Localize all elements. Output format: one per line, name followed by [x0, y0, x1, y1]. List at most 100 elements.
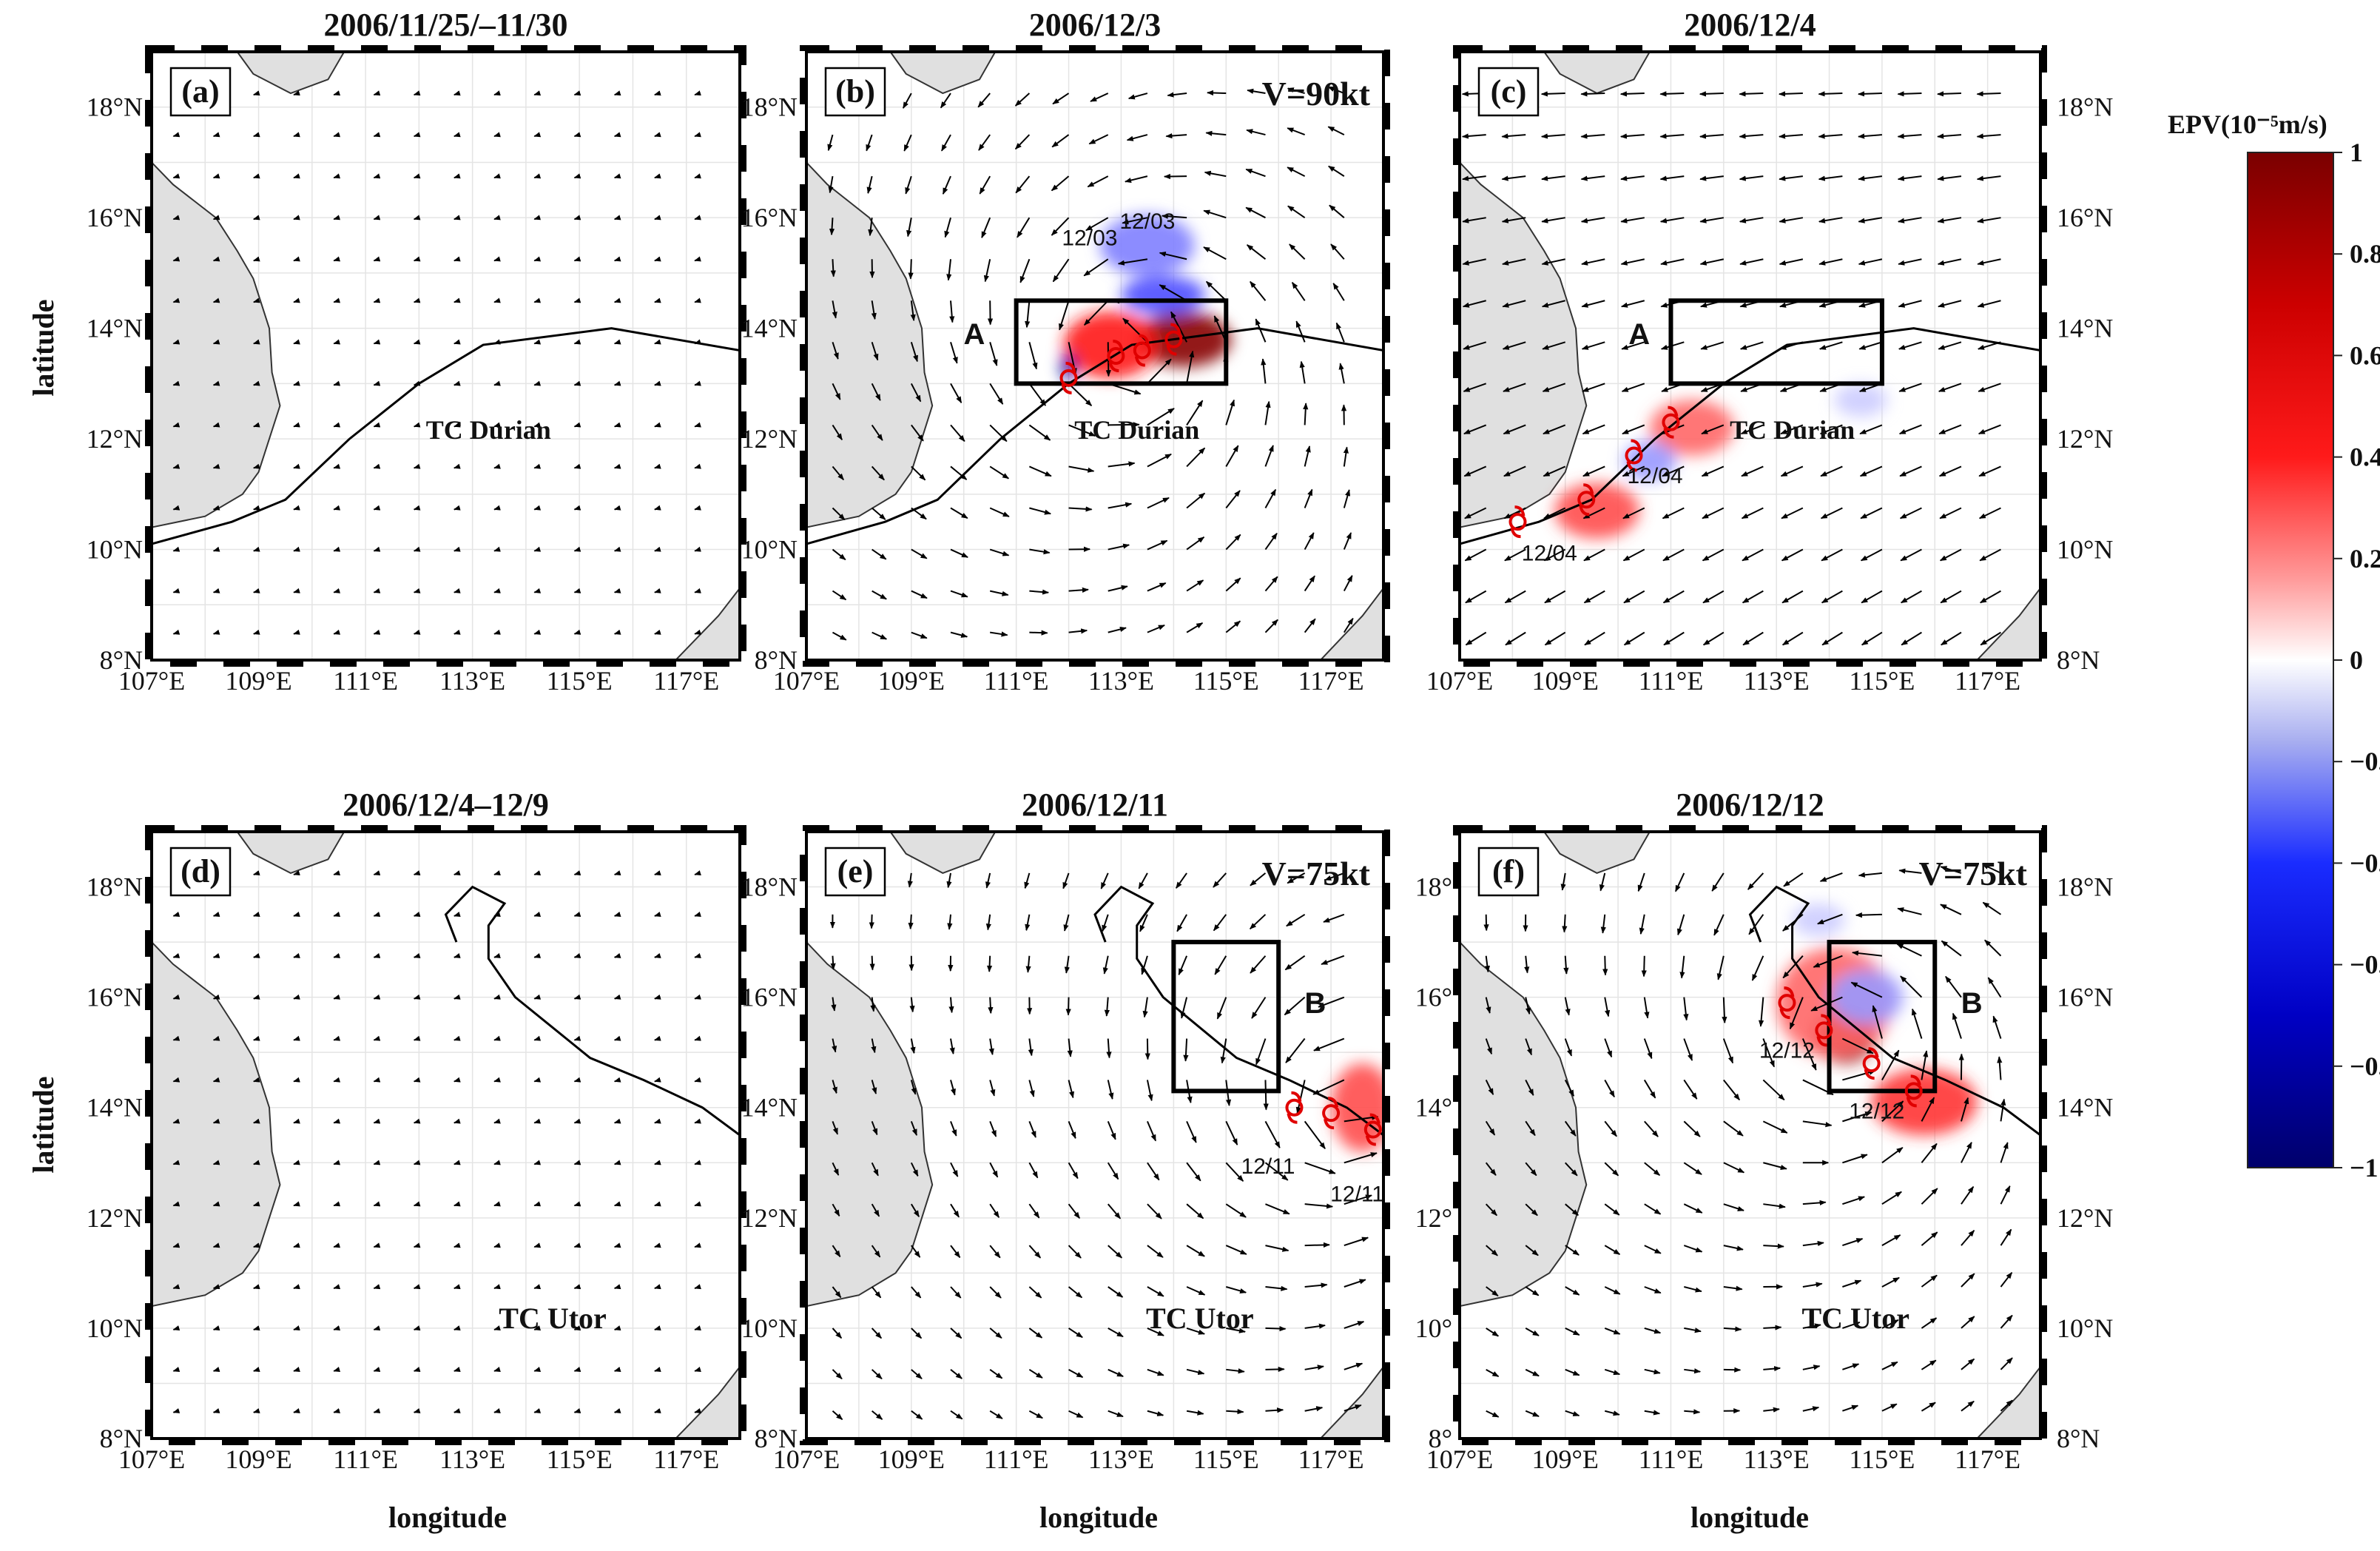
wind-vector: [333, 1325, 341, 1331]
wind-vector: [1261, 358, 1267, 384]
tc-name-label: TC Durian: [426, 415, 551, 445]
wind-vector: [373, 297, 381, 303]
wind-vector: [1821, 548, 1843, 562]
wind-vector: [1643, 1038, 1653, 1060]
wind-vector: [533, 380, 542, 386]
wind-vector: [871, 1286, 882, 1299]
wind-vector: [1701, 424, 1725, 435]
wind-vector: [454, 90, 461, 96]
wind-vector: [831, 997, 837, 1012]
wind-vector: [2000, 1185, 2011, 1205]
wind-vector: [373, 912, 381, 917]
wind-vector: [413, 1284, 421, 1290]
wind-vector: [454, 994, 461, 1000]
velocity-label: V=75kt: [1919, 855, 2028, 892]
wind-vector: [1938, 424, 1962, 435]
wind-vector: [1250, 914, 1267, 930]
tc-symbol-arms: [1108, 340, 1124, 372]
wind-vector: [1620, 258, 1645, 266]
wind-vector: [333, 588, 341, 593]
wind-vector: [1332, 283, 1345, 301]
tc-symbol-arms: [1510, 505, 1526, 539]
lon-tick-label: 115°E: [547, 666, 613, 696]
wind-vector: [1978, 465, 2001, 477]
wind-vector: [944, 217, 951, 238]
wind-vector: [573, 912, 581, 917]
wind-vector: [654, 1118, 661, 1124]
wind-vector: [868, 218, 874, 237]
wind-vector: [1818, 258, 1843, 266]
lon-tick-label: 113°E: [1088, 666, 1154, 696]
y-axis-label-row1: latitude: [27, 299, 60, 396]
wind-vector: [694, 994, 701, 1000]
wind-vector: [1937, 133, 1962, 139]
wind-vector: [1029, 548, 1051, 555]
wind-vector: [911, 465, 926, 481]
wind-vector: [613, 1367, 621, 1372]
wind-vector: [1186, 447, 1206, 468]
wind-vector: [1226, 1409, 1244, 1415]
wind-vector: [1716, 955, 1725, 980]
wind-vector: [1159, 252, 1187, 260]
date-label: 12/12: [1759, 1039, 1815, 1063]
wind-vector: [1304, 488, 1313, 508]
wind-vector: [1176, 914, 1187, 932]
wind-vector: [1898, 383, 1922, 392]
wind-vector: [905, 175, 912, 195]
wind-vector: [1068, 383, 1093, 406]
wind-vector: [373, 173, 381, 179]
lat-tick-label: 12°N: [741, 424, 798, 454]
wind-vector: [373, 1077, 381, 1083]
wind-vector: [1462, 175, 1486, 181]
wind-vector: [373, 546, 381, 552]
wind-vector: [1565, 1328, 1580, 1336]
wind-vector: [454, 1367, 461, 1372]
wind-vector: [172, 1242, 181, 1248]
wind-vector: [1486, 1286, 1499, 1296]
wind-vector: [1147, 497, 1170, 509]
wind-vector: [1842, 1322, 1861, 1329]
wind-vector: [1781, 590, 1804, 604]
lat-tick-label: 8°N: [755, 1424, 798, 1453]
wind-vector: [1028, 383, 1047, 406]
wind-vector: [1952, 1012, 1962, 1039]
wind-vector: [989, 1120, 997, 1137]
wind-vector: [573, 588, 581, 593]
wind-vector: [872, 590, 887, 600]
wind-vector: [454, 629, 461, 635]
wind-vector: [333, 1201, 341, 1207]
wind-vector: [613, 994, 621, 1000]
wind-vector: [1604, 1203, 1620, 1216]
tc-symbol-arms: [1864, 1047, 1879, 1080]
tc-symbol-arms: [1579, 483, 1594, 517]
wind-vector: [1723, 1326, 1742, 1332]
wind-vector: [212, 505, 220, 511]
wind-vector: [1997, 1056, 2003, 1080]
wind-vector: [1620, 217, 1645, 223]
wind-vector: [333, 90, 341, 96]
wind-vector: [493, 1242, 501, 1248]
lon-tick-label: 113°E: [1088, 1444, 1154, 1474]
wind-vector: [1644, 1327, 1662, 1334]
wind-vector: [373, 952, 381, 958]
wind-vector: [1502, 300, 1526, 308]
land-hainan: [889, 52, 997, 95]
wind-vector: [1225, 1120, 1238, 1145]
wind-vector: [1462, 217, 1486, 223]
wind-vector: [252, 1118, 260, 1124]
wind-vector: [1542, 341, 1566, 350]
wind-vector: [212, 422, 220, 428]
wind-vector: [1683, 1120, 1701, 1137]
wind-vector: [1937, 175, 1962, 181]
wind-vector: [1264, 445, 1274, 467]
wind-vector: [573, 173, 581, 179]
wind-vector: [613, 952, 621, 958]
wind-vector: [946, 259, 952, 281]
wind-vector: [293, 1367, 300, 1372]
wind-vector: [613, 256, 621, 262]
wind-vector: [832, 1328, 843, 1339]
wind-vector: [613, 380, 621, 386]
wind-vector: [573, 870, 581, 876]
wind-vector: [212, 132, 220, 138]
wind-vector: [1029, 589, 1050, 595]
